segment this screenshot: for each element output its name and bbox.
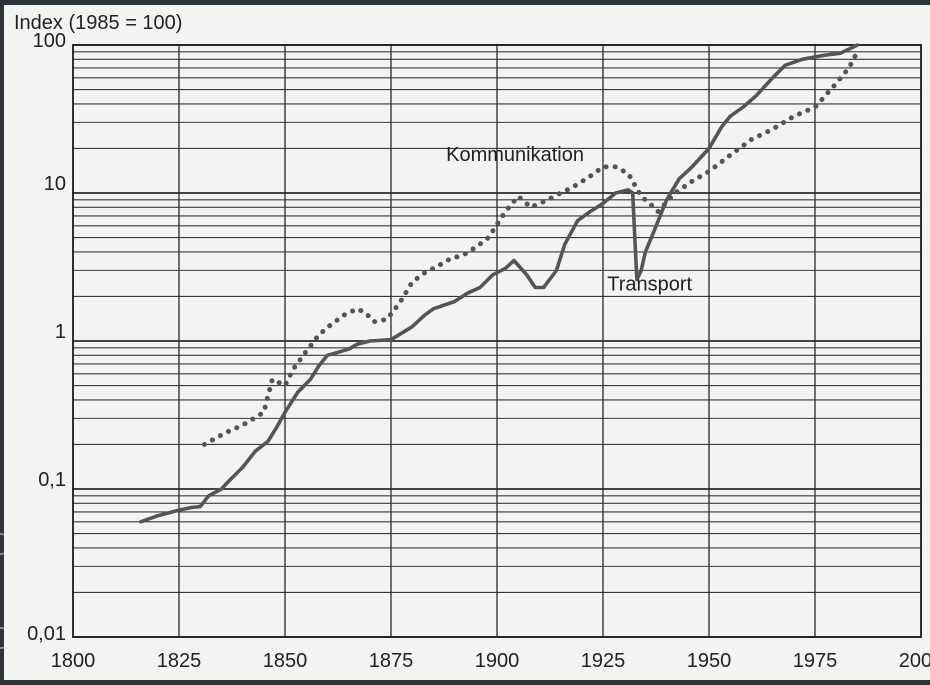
x-tick-label: 1800 bbox=[51, 650, 96, 672]
chart-paper: 0,01 0,1 1 10 100 1800 1825 1850 1875 1900 1925 19… bbox=[4, 5, 930, 680]
x-tick-label: 1825 bbox=[157, 650, 202, 672]
x-tick-label: 1925 bbox=[581, 650, 626, 672]
y-tick-label: 0,01 bbox=[27, 623, 66, 645]
annotation-transport: Transport bbox=[607, 273, 692, 295]
x-tick-label: 1875 bbox=[369, 650, 414, 672]
plot-frame bbox=[72, 44, 922, 638]
chart-grid bbox=[72, 44, 922, 638]
y-tick-label: 100 bbox=[33, 30, 66, 52]
y-axis-label: Index (1985 = 100) bbox=[14, 12, 182, 34]
series-line-transport bbox=[139, 43, 860, 524]
x-tick-labels: 1800 1825 1850 1875 1900 1925 1950 1975 2000 bbox=[51, 650, 930, 672]
plot-border bbox=[72, 44, 922, 638]
y-tick-label: 10 bbox=[44, 173, 66, 195]
x-tick-label: 1850 bbox=[263, 650, 308, 672]
y-tick-label: 0,1 bbox=[38, 469, 66, 491]
x-tick-label: 2000 bbox=[899, 650, 930, 672]
x-tick-label: 1950 bbox=[687, 650, 732, 672]
x-tick-label: 1900 bbox=[475, 650, 520, 672]
series-layer bbox=[139, 43, 860, 524]
series-line-kommunikation bbox=[201, 49, 860, 447]
y-tick-label: 1 bbox=[55, 321, 66, 343]
line-chart: 0,01 0,1 1 10 100 1800 1825 1850 1875 1900 1925 19… bbox=[14, 12, 930, 672]
chart-annotations: Kommunikation Transport bbox=[446, 144, 692, 296]
y-tick-labels: 0,01 0,1 1 10 100 bbox=[27, 30, 66, 645]
annotation-kommunikation: Kommunikation bbox=[446, 144, 584, 166]
x-tick-label: 1975 bbox=[793, 650, 838, 672]
